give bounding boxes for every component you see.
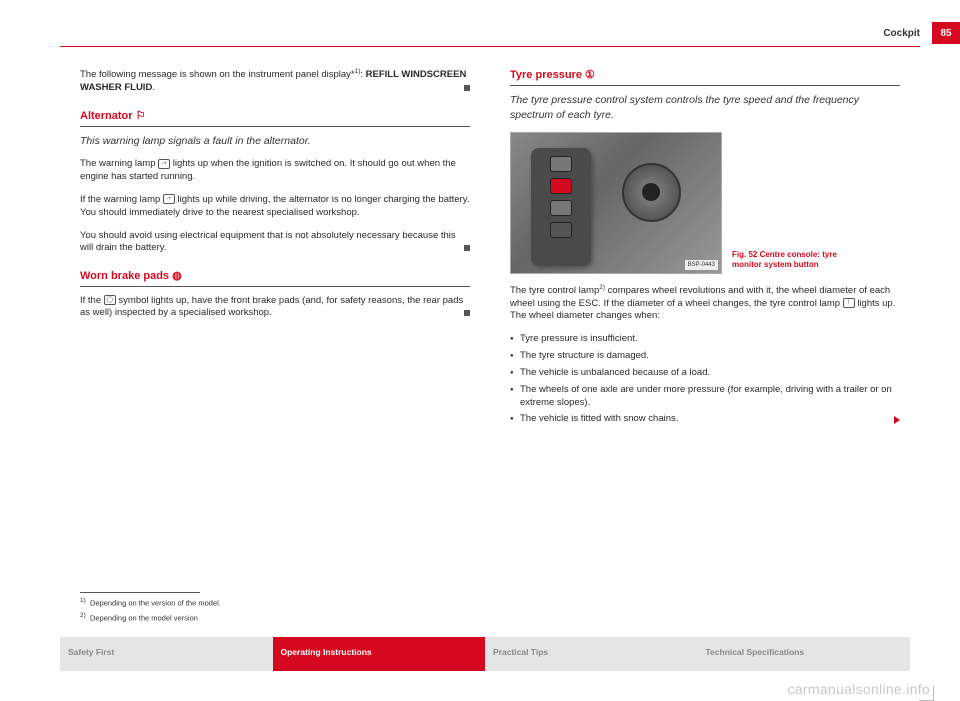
list-item: The vehicle is unbalanced because of a l…	[510, 367, 900, 380]
intro-period: .	[152, 82, 155, 93]
footnote-1: 1) Depending on the version of the model…	[80, 597, 460, 608]
section-end-icon	[464, 310, 470, 316]
footnotes: 1) Depending on the version of the model…	[80, 592, 460, 627]
title-rule	[80, 126, 470, 127]
nav-practical-tips[interactable]: Practical Tips	[485, 637, 698, 671]
alternator-p1: The warning lamp -+ lights up when the i…	[80, 158, 470, 184]
watermark: carmanualsonline.info	[788, 681, 931, 697]
console-button	[550, 200, 572, 216]
figure-row: Fig. 52 Centre console: tyre monitor sys…	[510, 132, 900, 274]
battery-icon: -+	[163, 194, 175, 204]
section-header: Cockpit	[883, 28, 920, 39]
alternator-p2: If the warning lamp -+ lights up while d…	[80, 194, 470, 220]
tyre-subtitle: The tyre pressure control system control…	[510, 93, 900, 121]
worn-pads-title: Worn brake pads ◍	[80, 269, 470, 284]
figure-image	[510, 132, 722, 274]
alternator-title: Alternator ⚐	[80, 109, 470, 124]
worn-pads-p1: If the ◯ symbol lights up, have the fron…	[80, 295, 470, 321]
footnote-rule	[80, 592, 200, 593]
page-number-tab: 85	[932, 22, 960, 44]
brake-pad-icon: ◯	[104, 295, 116, 305]
wp-p1b: symbol lights up, have the front brake p…	[80, 295, 463, 319]
fn2-text: Depending on the model version	[90, 613, 198, 622]
console-button	[550, 156, 572, 172]
continue-arrow-icon	[894, 416, 900, 424]
section-end-icon	[464, 85, 470, 91]
nav-technical-specs[interactable]: Technical Specifications	[698, 637, 911, 671]
bottom-nav: Safety First Operating Instructions Prac…	[60, 637, 910, 671]
figure-caption: Fig. 52 Centre console: tyre monitor sys…	[732, 250, 852, 270]
hazard-button	[550, 178, 572, 194]
intro-paragraph: The following message is shown on the in…	[80, 68, 470, 95]
header-rule	[60, 46, 920, 47]
page-fold-icon	[919, 686, 934, 701]
tyre-title: Tyre pressure ①	[510, 68, 900, 83]
list-item: The tyre structure is damaged.	[510, 350, 900, 363]
p1a: The warning lamp	[80, 158, 158, 169]
alternator-subtitle: This warning lamp signals a fault in the…	[80, 134, 470, 148]
tyre-bullet-list: Tyre pressure is insufficient. The tyre …	[510, 333, 900, 426]
console-button	[550, 222, 572, 238]
p3: You should avoid using electrical equipm…	[80, 230, 456, 254]
fn1-text: Depending on the version of the model.	[90, 599, 221, 608]
intro-text: The following message is shown on the in…	[80, 69, 355, 80]
nav-operating-instructions[interactable]: Operating Instructions	[273, 637, 486, 671]
footnote-2: 2) Depending on the model version	[80, 612, 460, 623]
right-column: Tyre pressure ① The tyre pressure contro…	[510, 68, 900, 591]
wp-p1a: If the	[80, 295, 104, 306]
alternator-p3: You should avoid using electrical equipm…	[80, 230, 470, 256]
bullet-text: The vehicle is fitted with snow chains.	[520, 413, 678, 424]
tyre-icon: !	[843, 298, 855, 308]
tp1a: The tyre control lamp	[510, 285, 599, 296]
battery-icon: -+	[158, 159, 170, 169]
p2a: If the warning lamp	[80, 194, 163, 205]
content-area: The following message is shown on the in…	[80, 68, 900, 591]
list-item: Tyre pressure is insufficient.	[510, 333, 900, 346]
left-column: The following message is shown on the in…	[80, 68, 470, 591]
console-panel	[531, 148, 591, 266]
title-rule	[80, 286, 470, 287]
list-item: The vehicle is fitted with snow chains.	[510, 413, 900, 426]
nav-safety-first[interactable]: Safety First	[60, 637, 273, 671]
section-end-icon	[464, 245, 470, 251]
fn1-num: 1)	[80, 597, 86, 604]
fn2-num: 2)	[80, 612, 86, 619]
list-item: The wheels of one axle are under more pr…	[510, 384, 900, 410]
tyre-p1: The tyre control lamp2) compares wheel r…	[510, 284, 900, 324]
title-rule	[510, 85, 900, 86]
mirror-dial	[622, 163, 681, 222]
